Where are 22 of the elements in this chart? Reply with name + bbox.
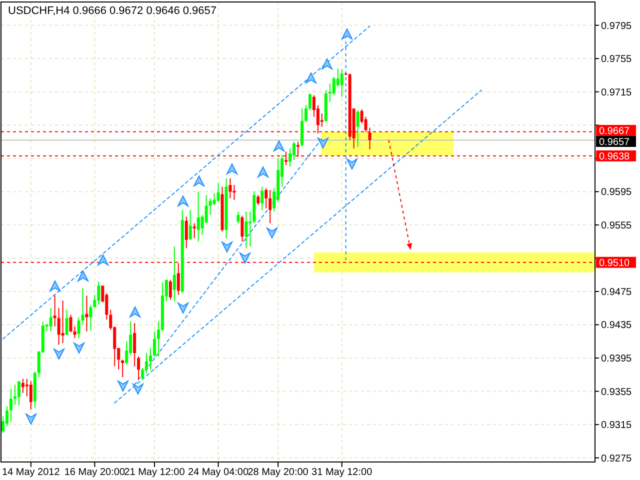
x-tick-label: 31 May 12:00	[312, 467, 373, 478]
x-tick-label: 21 May 12:00	[124, 467, 186, 478]
x-tick-label: 16 May 20:00	[64, 467, 126, 478]
ref-line-label: 0.9657	[599, 136, 630, 148]
ref-line-label: 0.9667	[599, 126, 630, 137]
y-tick-label: 0.9275	[601, 453, 632, 464]
y-tick-label: 0.9755	[601, 54, 632, 66]
ref-line-label: 0.9510	[599, 258, 630, 269]
y-tick-label: 0.9795	[601, 20, 632, 32]
ref-line-label: 0.9638	[599, 151, 630, 162]
y-tick-label: 0.9715	[601, 87, 632, 98]
y-tick-label: 0.9355	[601, 386, 632, 398]
y-tick-label: 0.9595	[601, 187, 632, 198]
y-tick-label: 0.9475	[601, 286, 632, 298]
x-tick-label: 28 May 20:00	[248, 467, 309, 478]
y-tick-label: 0.9315	[601, 420, 632, 432]
x-tick-label: 24 May 04:00	[188, 467, 249, 478]
x-tick-label: 14 May 2012	[2, 467, 60, 478]
y-tick-label: 0.9555	[601, 220, 632, 232]
y-tick-label: 0.9435	[601, 320, 632, 332]
y-tick-label: 0.9395	[601, 354, 632, 365]
chart-title: USDCHF,H4 0.9666 0.9672 0.9646 0.9657	[8, 5, 217, 17]
